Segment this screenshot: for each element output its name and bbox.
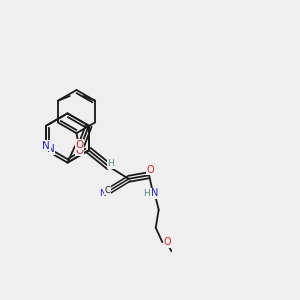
Text: O: O [75, 140, 84, 150]
Text: H: H [143, 189, 149, 198]
Text: O: O [147, 165, 154, 175]
Text: O: O [164, 237, 172, 247]
Text: C: C [105, 186, 111, 195]
Text: N: N [99, 189, 106, 198]
Text: N: N [42, 141, 50, 151]
Text: O: O [76, 146, 84, 156]
Text: N: N [151, 188, 158, 198]
Text: H: H [107, 159, 114, 168]
Text: N: N [47, 144, 55, 154]
